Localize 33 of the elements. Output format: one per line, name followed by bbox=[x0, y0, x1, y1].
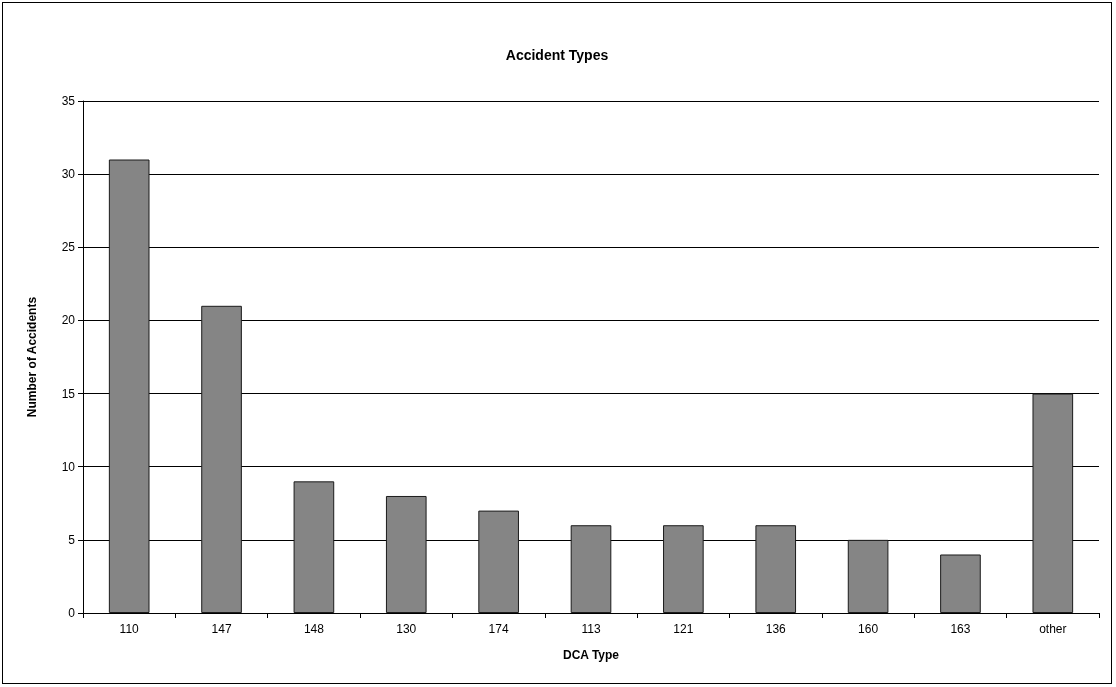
bar bbox=[755, 525, 797, 613]
bar bbox=[478, 510, 519, 613]
x-tick-label: other bbox=[1039, 622, 1067, 636]
y-tick-label: 5 bbox=[68, 532, 76, 547]
bar bbox=[570, 525, 612, 613]
bar bbox=[940, 554, 981, 613]
x-tick-label: 136 bbox=[765, 622, 787, 636]
y-tick-label: 35 bbox=[61, 94, 76, 108]
bar bbox=[201, 305, 242, 613]
x-tick-label: 110 bbox=[119, 622, 140, 636]
x-tick-label: 160 bbox=[858, 622, 879, 636]
bar bbox=[1032, 393, 1074, 613]
x-tick-label: 163 bbox=[950, 622, 971, 636]
y-axis-title: Number of Accidents bbox=[25, 296, 39, 418]
x-tick-label: 174 bbox=[488, 622, 509, 636]
bar bbox=[293, 481, 335, 613]
x-tick-label: 130 bbox=[396, 622, 417, 636]
y-tick-label: 0 bbox=[68, 606, 76, 620]
y-tick-label: 10 bbox=[61, 459, 76, 474]
bar bbox=[385, 495, 427, 613]
x-tick-label: 121 bbox=[673, 622, 694, 636]
y-tick-label: 15 bbox=[61, 386, 76, 401]
x-tick-label: 147 bbox=[211, 622, 232, 636]
chart-title: Accident Types bbox=[505, 47, 609, 63]
y-tick-label: 20 bbox=[61, 313, 76, 328]
bar bbox=[847, 539, 889, 613]
bar bbox=[663, 525, 704, 613]
y-tick-label: 30 bbox=[61, 167, 76, 182]
y-tick-label: 25 bbox=[61, 240, 76, 255]
x-tick-label: 113 bbox=[581, 622, 601, 636]
bar bbox=[108, 159, 150, 613]
x-axis-title: DCA Type bbox=[562, 648, 620, 662]
x-tick-label: 148 bbox=[303, 622, 325, 636]
